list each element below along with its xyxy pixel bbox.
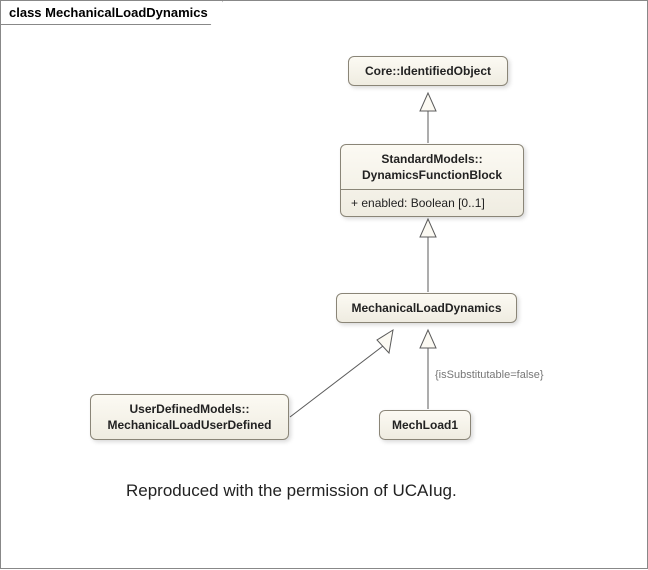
diagram-title: class MechanicalLoadDynamics bbox=[9, 5, 208, 20]
class-title: MechLoad1 bbox=[380, 411, 470, 439]
class-mechanical-load-user-defined: UserDefinedModels:: MechanicalLoadUserDe… bbox=[90, 394, 289, 440]
title-line2: DynamicsFunctionBlock bbox=[362, 168, 502, 182]
attr-enabled: + enabled: Boolean [0..1] bbox=[351, 196, 485, 210]
diagram-title-tab: class MechanicalLoadDynamics bbox=[1, 1, 223, 25]
class-title: MechanicalLoadDynamics bbox=[337, 294, 516, 322]
class-attributes: + enabled: Boolean [0..1] bbox=[341, 189, 523, 216]
class-dynamics-function-block: StandardModels:: DynamicsFunctionBlock +… bbox=[340, 144, 524, 217]
title-line1: UserDefinedModels:: bbox=[129, 402, 249, 416]
class-mechanical-load-dynamics: MechanicalLoadDynamics bbox=[336, 293, 517, 323]
title-line2: MechanicalLoadUserDefined bbox=[107, 418, 271, 432]
constraint-label: {isSubstitutable=false} bbox=[435, 369, 544, 381]
class-title: UserDefinedModels:: MechanicalLoadUserDe… bbox=[91, 395, 288, 439]
class-title: Core::IdentifiedObject bbox=[349, 57, 507, 85]
diagram-frame: class MechanicalLoadDynamics Core::Ident… bbox=[0, 0, 648, 569]
class-mechload1: MechLoad1 bbox=[379, 410, 471, 440]
class-title: StandardModels:: DynamicsFunctionBlock bbox=[341, 145, 523, 189]
footnote-text: Reproduced with the permission of UCAIug… bbox=[126, 481, 457, 501]
class-identified-object: Core::IdentifiedObject bbox=[348, 56, 508, 86]
title-line1: StandardModels:: bbox=[381, 152, 482, 166]
